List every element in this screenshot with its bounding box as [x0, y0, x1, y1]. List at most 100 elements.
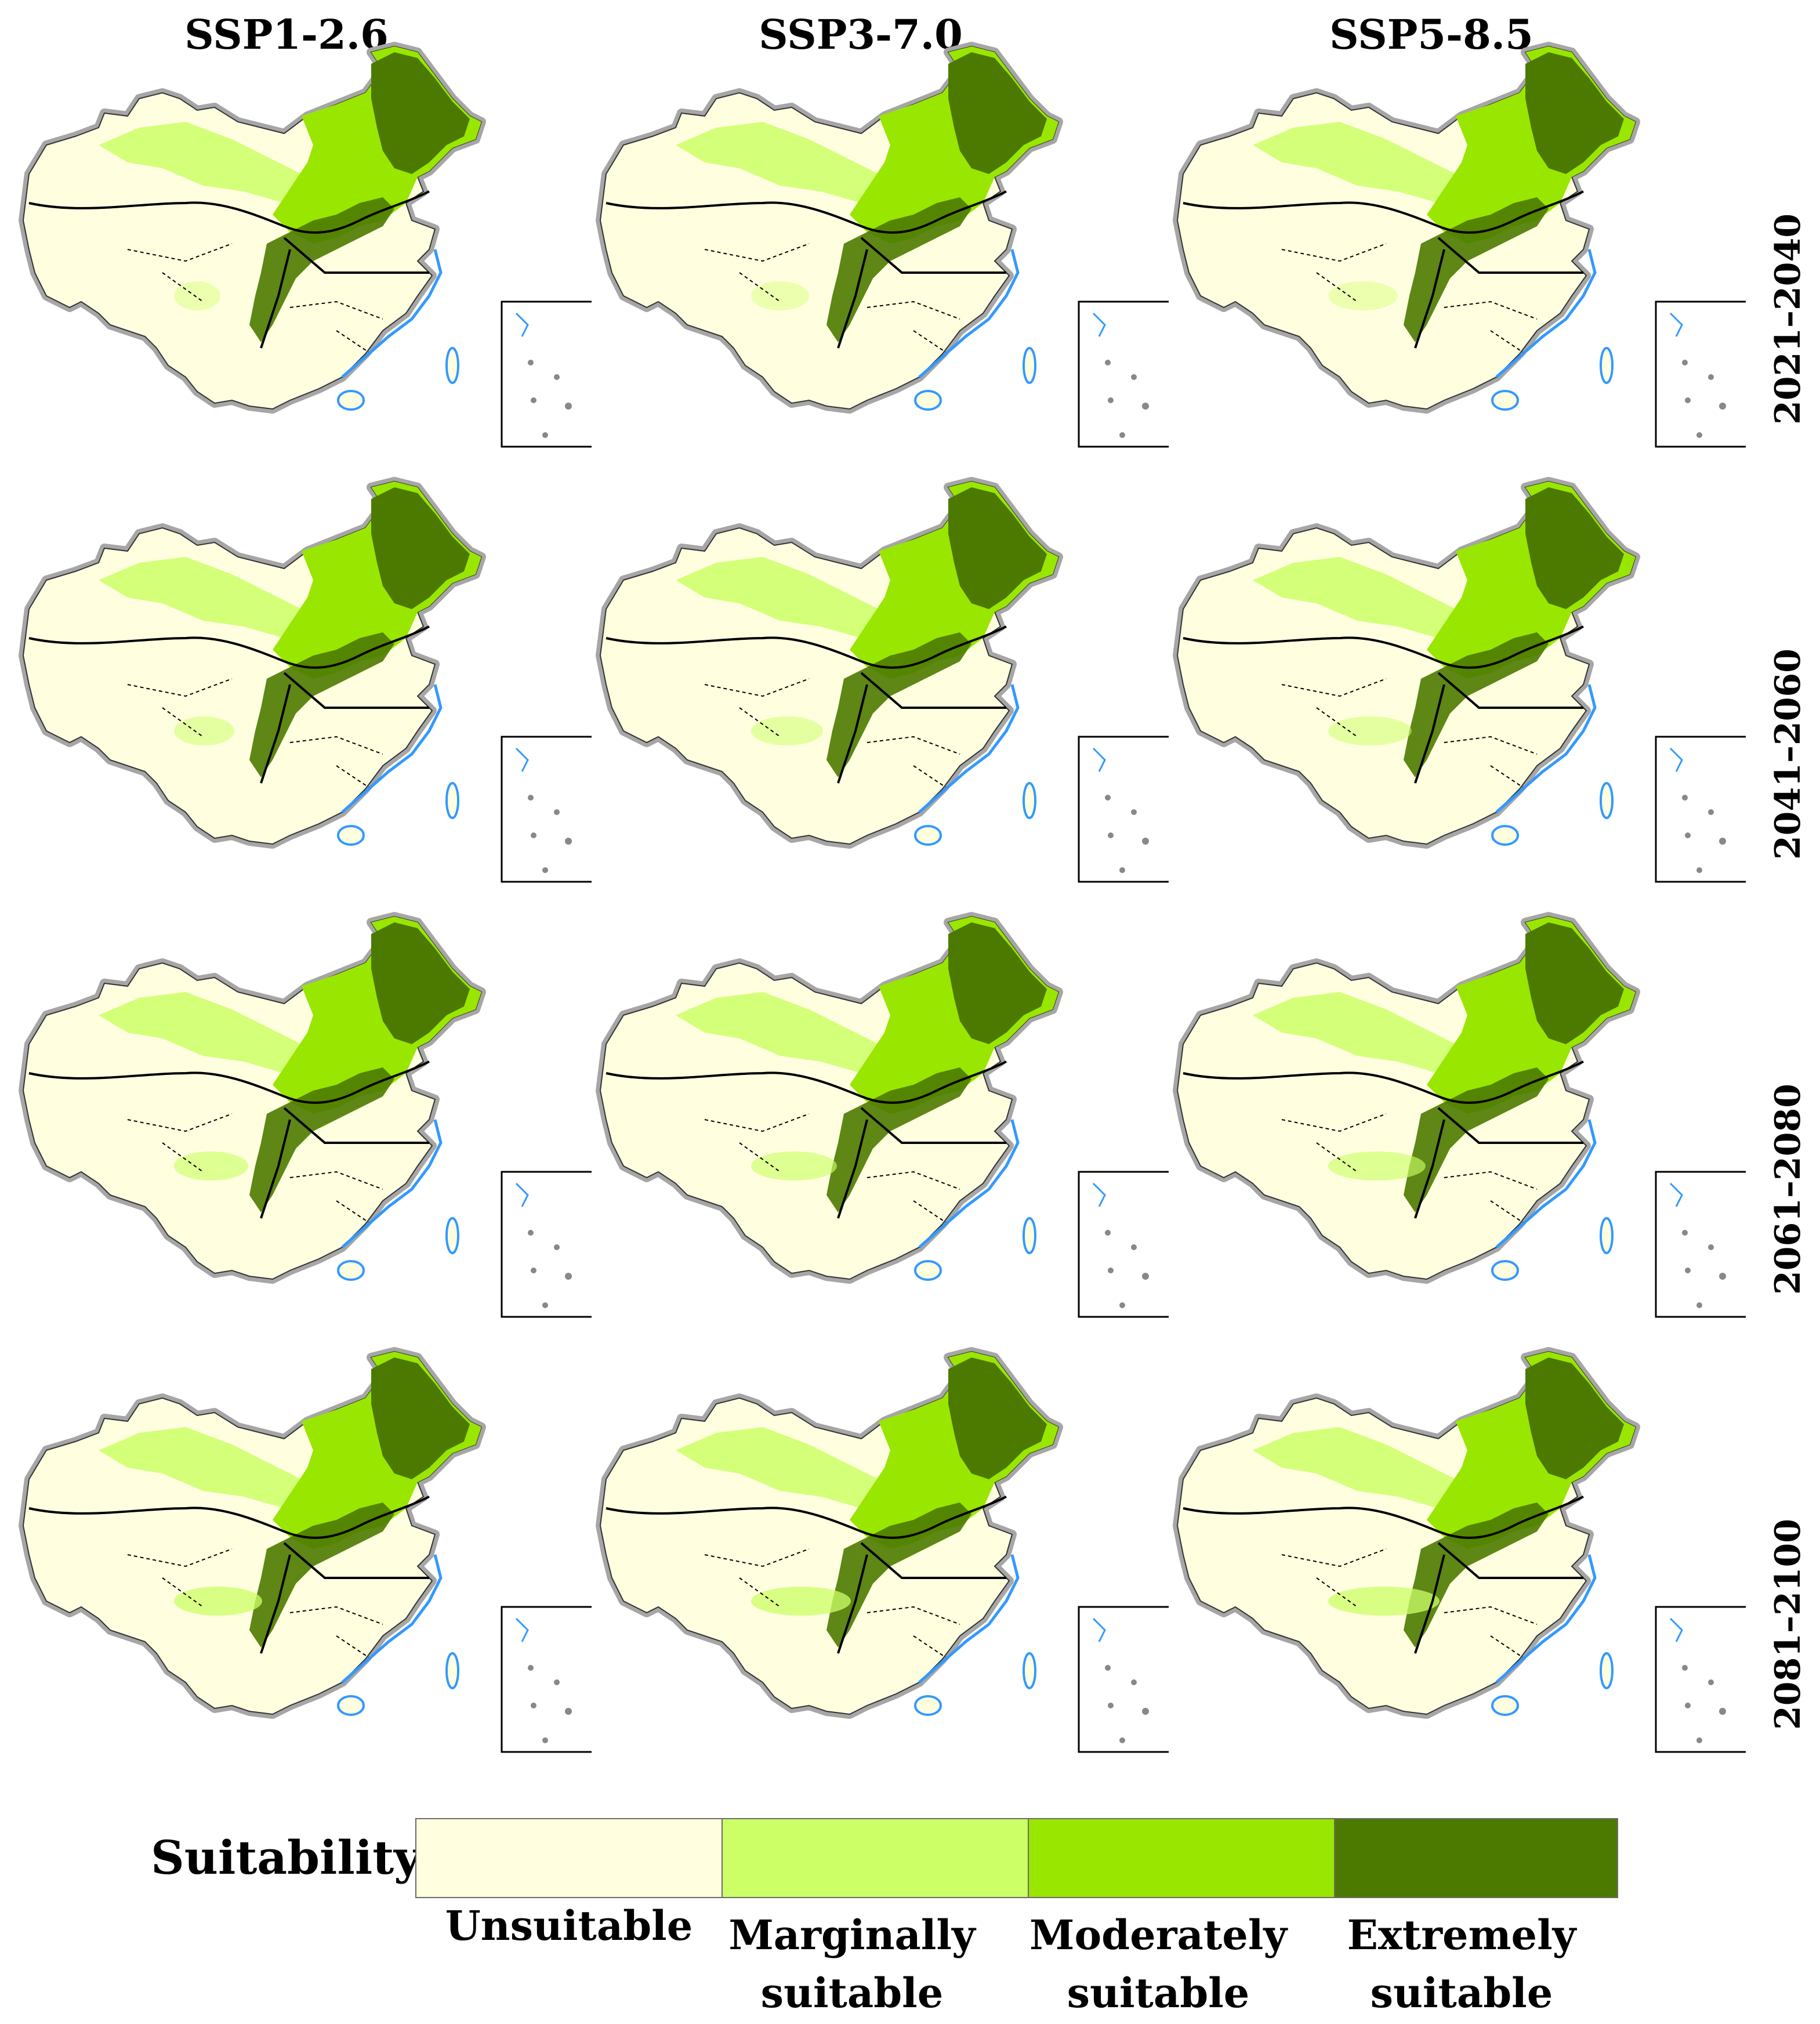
region-marginally-suitable: [1253, 122, 1479, 203]
inset-island: [554, 1244, 560, 1250]
period-label: 2081–2100: [1768, 1519, 1809, 1730]
major-boundary-line: [28, 1060, 430, 1104]
island-taiwan: [1600, 1217, 1614, 1254]
inset-island: [1719, 838, 1726, 845]
inset-island: [1142, 838, 1149, 845]
row-label-2081-2100: 2081–2100: [1756, 1421, 1820, 1827]
map-panel: [12, 29, 592, 464]
major-boundary-line: [837, 684, 868, 784]
inset-coastline: [515, 312, 529, 337]
major-boundary-line: [1414, 1119, 1445, 1219]
major-boundary-line: [1414, 684, 1445, 784]
region-extremely-suitable-belt: [1404, 632, 1549, 777]
island-taiwan: [445, 1652, 459, 1689]
inset-island: [1708, 374, 1714, 380]
major-boundary-line: [260, 684, 291, 784]
south-china-sea-inset: [1655, 1171, 1746, 1318]
major-boundary-line: [860, 237, 1006, 274]
region-marginally-suitable-south: [174, 281, 220, 310]
region-marginally-suitable-south: [751, 1587, 851, 1616]
inset-island: [1708, 1679, 1714, 1685]
island-taiwan: [1023, 1652, 1036, 1689]
map-panel: [589, 29, 1169, 464]
major-boundary-line: [1414, 249, 1445, 349]
inset-island: [1108, 1703, 1114, 1708]
inset-island: [565, 838, 572, 845]
inset-island: [1142, 1273, 1149, 1280]
island-hainan: [914, 1695, 942, 1716]
south-china-sea-inset: [1655, 1606, 1746, 1753]
provincial-boundaries: [127, 1548, 383, 1660]
provincial-boundaries: [704, 243, 960, 354]
inset-coastline: [515, 1617, 529, 1642]
major-boundary-line: [28, 190, 430, 234]
region-extremely-suitable-belt: [826, 197, 971, 342]
inset-island: [1696, 867, 1702, 873]
region-extremely-suitable-northeast: [1525, 487, 1624, 609]
inset-coastline: [1092, 1617, 1106, 1642]
coastline: [341, 1554, 443, 1683]
inset-island: [1685, 832, 1691, 838]
row-label-2021-2040: 2021–2040: [1756, 116, 1820, 522]
south-china-sea-inset: [501, 736, 592, 883]
map-svg: [1173, 477, 1746, 883]
inset-island: [1105, 360, 1111, 365]
inset-island: [1719, 1708, 1726, 1715]
provincial-boundaries: [1281, 1548, 1538, 1660]
map-svg: [1173, 1347, 1746, 1753]
inset-island: [1131, 809, 1137, 815]
major-boundary-line: [606, 190, 1007, 234]
inset-coastline: [1669, 1617, 1683, 1642]
inset-coastline: [1669, 312, 1683, 337]
map-panel: [12, 899, 592, 1334]
region-extremely-suitable-belt: [826, 1502, 971, 1648]
inset-island: [528, 1230, 534, 1236]
region-marginally-suitable-south: [751, 281, 809, 310]
legend-swatch-marginally: [722, 1818, 1029, 1898]
island-taiwan: [445, 347, 459, 384]
south-china-sea-inset: [501, 1606, 592, 1753]
region-extremely-suitable-northeast: [948, 1357, 1047, 1479]
map-panel: [12, 464, 592, 899]
inset-island: [1696, 1302, 1702, 1308]
region-marginally-suitable-south: [1328, 281, 1398, 310]
region-marginally-suitable-south: [751, 1152, 837, 1181]
legend-swatch-unsuitable: [415, 1818, 723, 1898]
provincial-boundaries: [127, 678, 383, 790]
inset-island: [542, 1302, 548, 1308]
map-svg: [19, 42, 592, 448]
map-panel: [589, 1334, 1169, 1769]
provincial-boundaries: [127, 243, 383, 354]
map-svg: [19, 477, 592, 883]
inset-island: [1131, 1679, 1137, 1685]
legend-label-extremely: Extremely suitable: [1347, 1911, 1576, 2017]
inset-island: [531, 397, 536, 403]
island-taiwan: [1600, 782, 1614, 819]
island-hainan: [1491, 1260, 1519, 1281]
map-svg: [596, 42, 1169, 448]
major-boundary-line: [1437, 672, 1583, 709]
region-marginally-suitable: [1253, 1427, 1479, 1508]
region-extremely-suitable-northeast: [1525, 1357, 1624, 1479]
major-boundary-line: [1414, 1554, 1445, 1654]
region-extremely-suitable-northeast: [948, 52, 1047, 174]
inset-island: [1119, 867, 1125, 873]
region-extremely-suitable-belt: [249, 632, 394, 777]
inset-island: [565, 403, 572, 410]
inset-coastline: [1092, 1182, 1106, 1207]
map-panel: [1166, 1334, 1746, 1769]
major-boundary-line: [260, 1119, 291, 1219]
island-taiwan: [445, 782, 459, 819]
island-hainan: [337, 1695, 365, 1716]
period-label: 2061–2080: [1768, 1084, 1809, 1295]
region-marginally-suitable-south: [1328, 1152, 1426, 1181]
region-extremely-suitable-belt: [249, 1067, 394, 1212]
map-panel: [1166, 29, 1746, 464]
inset-coastline: [1669, 747, 1683, 772]
inset-coastline: [1092, 747, 1106, 772]
south-china-sea-inset: [1078, 736, 1169, 883]
coastline: [341, 249, 443, 378]
island-hainan: [1491, 1695, 1519, 1716]
inset-island: [1119, 432, 1125, 438]
inset-island: [1108, 1268, 1114, 1273]
